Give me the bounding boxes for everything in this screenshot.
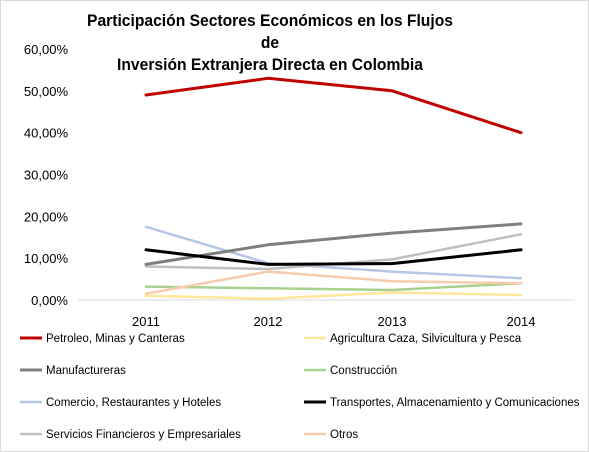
legend-label: Manufactureras: [46, 365, 126, 377]
legend-label: Comercio, Restaurantes y Hoteles: [46, 397, 221, 409]
legend-label: Agricultura Caza, Silvicultura y Pesca: [330, 333, 522, 345]
series-line-6: [144, 248, 523, 266]
chart-title-line-2: Inversión Extranjera Directa en Colombia: [117, 55, 423, 74]
legend-label: Construcción: [330, 365, 397, 377]
x-tick-label: 2014: [507, 314, 536, 329]
series-line-5: [144, 225, 523, 280]
legend-label: Servicios Financieros y Empresariales: [46, 429, 241, 441]
chart-title-line-1: Participación Sectores Económicos en los…: [87, 11, 453, 52]
y-tick-label: 60,00%: [24, 42, 69, 57]
series-line-1: [144, 76, 523, 135]
legend-label: Transportes, Almacenamiento y Comunicaci…: [330, 397, 580, 409]
chart-title: Participación Sectores Económicos en los…: [77, 10, 463, 76]
x-tick-label: 2012: [254, 314, 283, 329]
legend-label: Otros: [330, 429, 358, 441]
series-line-3: [144, 222, 523, 266]
y-tick-label: 30,00%: [24, 168, 69, 183]
legend-label: Petroleo, Minas y Canteras: [46, 333, 185, 345]
series-line-8: [144, 270, 523, 295]
y-tick-label: 10,00%: [24, 251, 69, 266]
x-tick-label: 2011: [132, 314, 160, 329]
y-tick-label: 50,00%: [24, 84, 69, 99]
y-tick-label: 40,00%: [24, 126, 69, 141]
y-tick-label: 20,00%: [24, 209, 69, 224]
series-line-4: [144, 282, 523, 292]
y-tick-label: 0,00%: [31, 293, 68, 308]
series-line-2: [144, 291, 523, 300]
x-tick-label: 2013: [378, 314, 407, 329]
